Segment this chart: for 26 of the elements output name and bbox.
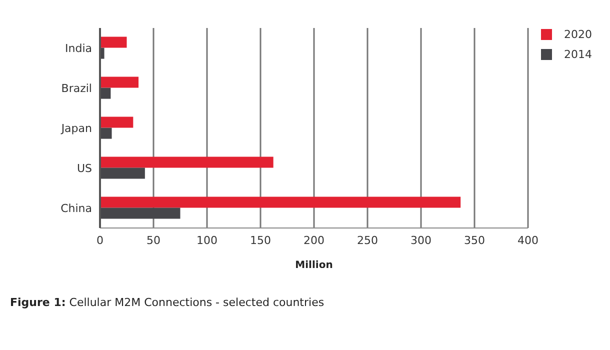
x-tick-label: 300 (410, 234, 432, 247)
bar (100, 196, 461, 208)
bar (100, 128, 112, 139)
y-tick-label: US (76, 162, 92, 175)
bar (100, 36, 127, 48)
x-axis-title: Million (295, 260, 333, 271)
bar (100, 208, 180, 219)
bar (100, 116, 134, 128)
legend-label: 2020 (564, 28, 592, 41)
x-tick-label: 100 (196, 234, 218, 247)
bar (100, 168, 145, 179)
y-tick-label: China (60, 202, 92, 215)
x-tick-label: 150 (250, 234, 271, 247)
bar (100, 76, 139, 88)
legend-label: 2014 (564, 48, 592, 61)
y-tick-label: Japan (60, 122, 92, 135)
y-tick-label: Brazil (61, 82, 92, 95)
x-tick-label: 0 (96, 234, 104, 247)
bar (100, 156, 274, 168)
y-tick-label: India (65, 42, 92, 55)
x-tick-label: 400 (518, 234, 538, 247)
x-tick-label: 250 (357, 234, 378, 247)
x-tick-label: 350 (464, 234, 485, 247)
x-tick-label: 50 (146, 234, 160, 247)
x-tick-label: 200 (304, 234, 324, 247)
caption: Figure 1: Cellular M2M Connections - selected countries (10, 296, 324, 309)
